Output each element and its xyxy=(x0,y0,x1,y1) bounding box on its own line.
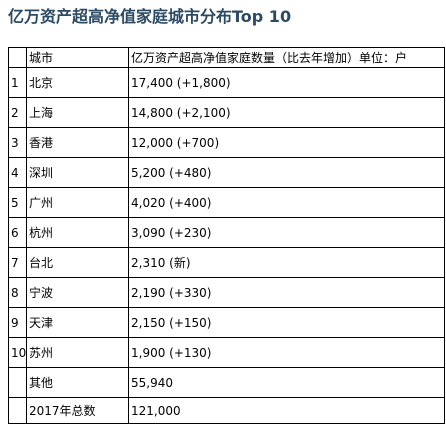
value-cell: 2,150 (+150) xyxy=(128,307,445,338)
city-cell: 2017年总数 xyxy=(26,397,129,424)
rank-cell: 1 xyxy=(8,67,27,98)
table-row: 4 深圳 5,200 (+480) xyxy=(8,157,445,188)
rank-cell xyxy=(8,397,27,424)
rank-cell: 4 xyxy=(8,157,27,188)
city-cell: 其他 xyxy=(26,367,129,398)
table-row: 8 宁波 2,190 (+330) xyxy=(8,277,445,308)
value-cell: 4,020 (+400) xyxy=(128,187,445,218)
city-cell: 广州 xyxy=(26,187,129,218)
rank-cell xyxy=(8,367,27,398)
value-cell: 2,310 (新) xyxy=(128,247,445,278)
rank-cell: 10 xyxy=(8,337,27,368)
value-cell: 5,200 (+480) xyxy=(128,157,445,188)
city-ranking-table: 城市 亿万资产超高净值家庭数量（比去年增加）单位：户 1 北京 17,400 (… xyxy=(8,47,445,424)
table-row: 7 台北 2,310 (新) xyxy=(8,247,445,278)
value-cell: 17,400 (+1,800) xyxy=(128,67,445,98)
city-cell: 杭州 xyxy=(26,217,129,248)
city-cell: 香港 xyxy=(26,127,129,158)
rank-cell: 7 xyxy=(8,247,27,278)
table-row: 5 广州 4,020 (+400) xyxy=(8,187,445,218)
header-rank-cell xyxy=(8,47,27,68)
header-value-cell: 亿万资产超高净值家庭数量（比去年增加）单位：户 xyxy=(128,47,445,68)
rank-cell: 3 xyxy=(8,127,27,158)
value-cell: 55,940 xyxy=(128,367,445,398)
value-cell: 14,800 (+2,100) xyxy=(128,97,445,128)
value-cell: 12,000 (+700) xyxy=(128,127,445,158)
city-cell: 宁波 xyxy=(26,277,129,308)
value-cell: 1,900 (+130) xyxy=(128,337,445,368)
page-title: 亿万资产超高净值家庭城市分布Top 10 xyxy=(8,7,292,26)
city-cell: 深圳 xyxy=(26,157,129,188)
table-row: 2 上海 14,800 (+2,100) xyxy=(8,97,445,128)
table-header-row: 城市 亿万资产超高净值家庭数量（比去年增加）单位：户 xyxy=(8,47,445,68)
rank-cell: 6 xyxy=(8,217,27,248)
table-row: 1 北京 17,400 (+1,800) xyxy=(8,67,445,98)
city-cell: 天津 xyxy=(26,307,129,338)
table-row: 2017年总数 121,000 xyxy=(8,397,445,424)
table-row: 其他 55,940 xyxy=(8,367,445,398)
city-cell: 北京 xyxy=(26,67,129,98)
rank-cell: 2 xyxy=(8,97,27,128)
rank-cell: 9 xyxy=(8,307,27,338)
table-row: 10 苏州 1,900 (+130) xyxy=(8,337,445,368)
value-cell: 121,000 xyxy=(128,397,445,424)
table-row: 6 杭州 3,090 (+230) xyxy=(8,217,445,248)
value-cell: 3,090 (+230) xyxy=(128,217,445,248)
city-cell: 上海 xyxy=(26,97,129,128)
header-city-cell: 城市 xyxy=(26,47,129,68)
city-cell: 台北 xyxy=(26,247,129,278)
rank-cell: 5 xyxy=(8,187,27,218)
rank-cell: 8 xyxy=(8,277,27,308)
value-cell: 2,190 (+330) xyxy=(128,277,445,308)
city-cell: 苏州 xyxy=(26,337,129,368)
table-row: 9 天津 2,150 (+150) xyxy=(8,307,445,338)
table-row: 3 香港 12,000 (+700) xyxy=(8,127,445,158)
